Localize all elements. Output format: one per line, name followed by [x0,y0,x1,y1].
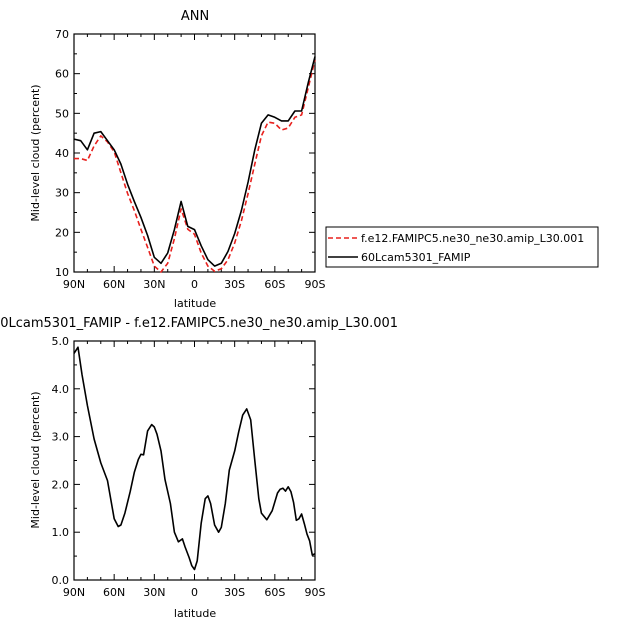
top-panel: ANN Mid-level cloud (percent) latitude 9… [29,9,599,310]
top-x-tick-label: 0 [191,278,198,291]
bottom-y-tick-label: 3.0 [52,431,70,444]
top-y-tick-label: 10 [55,266,69,279]
bottom-series-line-1 [73,346,316,571]
top-x-tick-label: 60N [103,278,125,291]
top-chart-title: ANN [181,9,209,24]
top-legend-box [325,226,599,268]
top-y-tick-label: 50 [55,107,69,120]
bottom-x-tick-label: 0 [191,586,198,599]
top-x-tick-label: 30S [224,278,245,291]
bottom-x-tick-label: 90S [305,586,326,599]
top-y-tick-label: 30 [55,187,69,200]
bottom-x-tick-label: 90N [63,586,85,599]
top-x-axis-label: latitude [174,297,216,310]
top-y-tick-label: 20 [55,226,69,239]
top-series-line-2 [73,56,316,267]
top-y-tick-label: 40 [55,147,69,160]
legend-entry-2: 60Lcam5301_FAMIP [361,251,471,264]
top-plot-area: 90N 60N 30N 0 30S 60S 90S 10 20 30 40 50 60 70 [55,28,326,291]
top-x-tick-label: 60S [264,278,285,291]
bottom-x-tick-label: 30N [143,586,165,599]
top-legend: f.e12.FAMIPC5.ne30_ne30.amip_L30.001 60L… [325,226,599,268]
top-x-tick-label: 90N [63,278,85,291]
bottom-chart-title: 60Lcam5301_FAMIP - f.e12.FAMIPC5.ne30_ne… [0,316,398,331]
top-y-tick-label: 70 [55,28,69,41]
bottom-y-tick-label: 4.0 [52,383,70,396]
bottom-y-tick-label: 1.0 [52,526,70,539]
top-series-line-1 [74,59,316,273]
bottom-x-tick-label: 30S [224,586,245,599]
bottom-y-tick-label: 0.0 [52,574,70,587]
top-x-tick-label: 30N [143,278,165,291]
top-y-axis-label: Mid-level cloud (percent) [29,84,42,221]
bottom-plot-area: 90N 60N 30N 0 30S 60S 90S 0.0 1.0 2.0 3.0 4.0 5.0 [52,335,326,599]
bottom-x-axis-label: latitude [174,607,216,620]
bottom-x-tick-label: 60N [103,586,125,599]
top-x-tick-label: 90S [305,278,326,291]
bottom-y-tick-label: 2.0 [52,478,70,491]
top-y-tick-label: 60 [55,68,69,81]
bottom-y-tick-label: 5.0 [52,335,70,348]
bottom-x-tick-label: 60S [264,586,285,599]
bottom-plot-frame [73,340,316,581]
bottom-y-axis-label: Mid-level cloud (percent) [29,391,42,528]
legend-entry-1: f.e12.FAMIPC5.ne30_ne30.amip_L30.001 [361,232,584,245]
bottom-panel: 60Lcam5301_FAMIP - f.e12.FAMIPC5.ne30_ne… [0,316,398,620]
